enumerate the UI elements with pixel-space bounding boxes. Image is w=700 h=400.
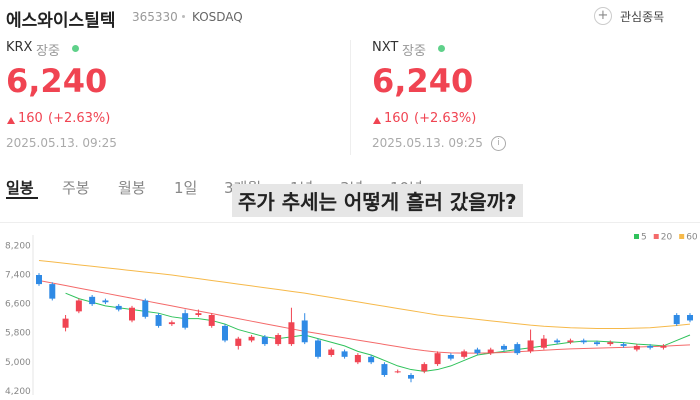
candle-body <box>660 345 667 348</box>
caption: 주가 추세는 어떻게 흘러 갔을까? <box>232 184 523 217</box>
tab[interactable]: 1일 <box>174 179 198 197</box>
change-pct: (+2.63%) <box>48 111 111 126</box>
divider <box>350 40 351 155</box>
plus-icon[interactable]: + <box>594 7 612 25</box>
candle-body <box>195 313 202 315</box>
market: KOSDAQ <box>192 10 243 24</box>
tab-underline <box>6 197 38 199</box>
candle-body <box>554 340 561 343</box>
candle-body <box>540 338 547 348</box>
candle-body <box>394 371 401 373</box>
candle-body <box>447 355 454 359</box>
candle-body <box>421 364 428 372</box>
legend-label: 60 <box>686 233 698 243</box>
candle-body <box>49 284 56 299</box>
candle-body <box>36 275 42 285</box>
y-tick-label: 6,600 <box>5 300 31 310</box>
legend-label: 5 <box>641 233 647 243</box>
candle-body <box>527 340 534 352</box>
tab[interactable]: 일봉 <box>6 179 34 197</box>
tab[interactable]: 주봉 <box>62 179 90 197</box>
watch-button[interactable]: 관심종목 <box>620 10 665 24</box>
dot <box>182 15 185 18</box>
tab-divider <box>0 222 700 223</box>
candle-body <box>434 353 441 365</box>
candle-body <box>461 351 468 357</box>
exchange: KRX <box>6 40 33 55</box>
candle-body <box>208 315 215 326</box>
candle-body <box>89 296 96 305</box>
up-arrow <box>7 117 15 124</box>
candle-body <box>594 342 600 345</box>
candle-body <box>633 345 640 350</box>
candle-body <box>354 355 361 363</box>
candle-body <box>328 349 335 355</box>
candle-body <box>501 345 507 350</box>
info-icon[interactable]: i <box>491 136 506 151</box>
candle-body <box>222 325 228 341</box>
exchange: NXT <box>372 40 399 55</box>
stock-name: 에스와이스틸텍 <box>6 11 116 31</box>
ma-line <box>38 259 691 329</box>
y-tick-label: 5,800 <box>5 329 31 339</box>
change: 160 <box>384 111 409 126</box>
change-pct: (+2.63%) <box>414 111 477 126</box>
legend-label: 20 <box>661 233 673 243</box>
stock-code: 365330 <box>132 10 178 24</box>
candle-body <box>248 336 255 341</box>
status-dot <box>72 45 79 52</box>
legend-swatch <box>653 234 659 239</box>
ma-line <box>38 279 691 354</box>
tab[interactable]: 월봉 <box>118 179 146 197</box>
candle-body <box>487 349 494 354</box>
candle-body <box>261 336 268 345</box>
candle-body <box>315 340 321 357</box>
candle-body <box>75 300 82 312</box>
legend-swatch <box>679 234 685 239</box>
candle-body <box>62 318 69 328</box>
candle-body <box>514 344 521 354</box>
price: 6,240 <box>6 62 108 100</box>
candle-body <box>142 300 149 317</box>
change: 160 <box>18 111 43 126</box>
y-tick-label: 4,200 <box>5 387 31 397</box>
candle-body <box>567 340 574 343</box>
candle-body <box>687 315 693 321</box>
candle-body <box>620 344 627 346</box>
status: 장중 <box>36 44 60 59</box>
candle-body <box>288 322 295 345</box>
time: 2025.05.13. 09:25 <box>372 136 483 150</box>
up-arrow <box>373 117 381 124</box>
y-tick-label: 7,400 <box>5 271 31 281</box>
status: 장중 <box>402 44 426 59</box>
price: 6,240 <box>372 62 474 100</box>
candle-body <box>301 320 308 343</box>
candle-body <box>235 338 242 346</box>
candle-body <box>182 313 189 328</box>
y-tick-label: 8,200 <box>5 241 31 251</box>
candle-body <box>607 342 614 345</box>
y-tick-label: 5,000 <box>5 358 31 368</box>
candle-body <box>155 315 162 326</box>
candle-body <box>115 305 122 310</box>
status-dot <box>438 45 445 52</box>
candle-body <box>102 300 109 303</box>
candle-body <box>368 356 375 363</box>
candle-body <box>381 364 388 375</box>
candle-body <box>673 315 680 325</box>
candle-body <box>408 375 414 379</box>
time: 2025.05.13. 09:25 <box>6 136 117 150</box>
candle-body <box>341 351 348 357</box>
candle-body <box>474 349 481 354</box>
candle-body <box>580 340 587 343</box>
legend-swatch <box>634 234 639 239</box>
candle-body <box>275 335 282 345</box>
candle-body <box>129 307 135 321</box>
candle-body <box>647 345 654 348</box>
candle-body <box>168 322 175 325</box>
